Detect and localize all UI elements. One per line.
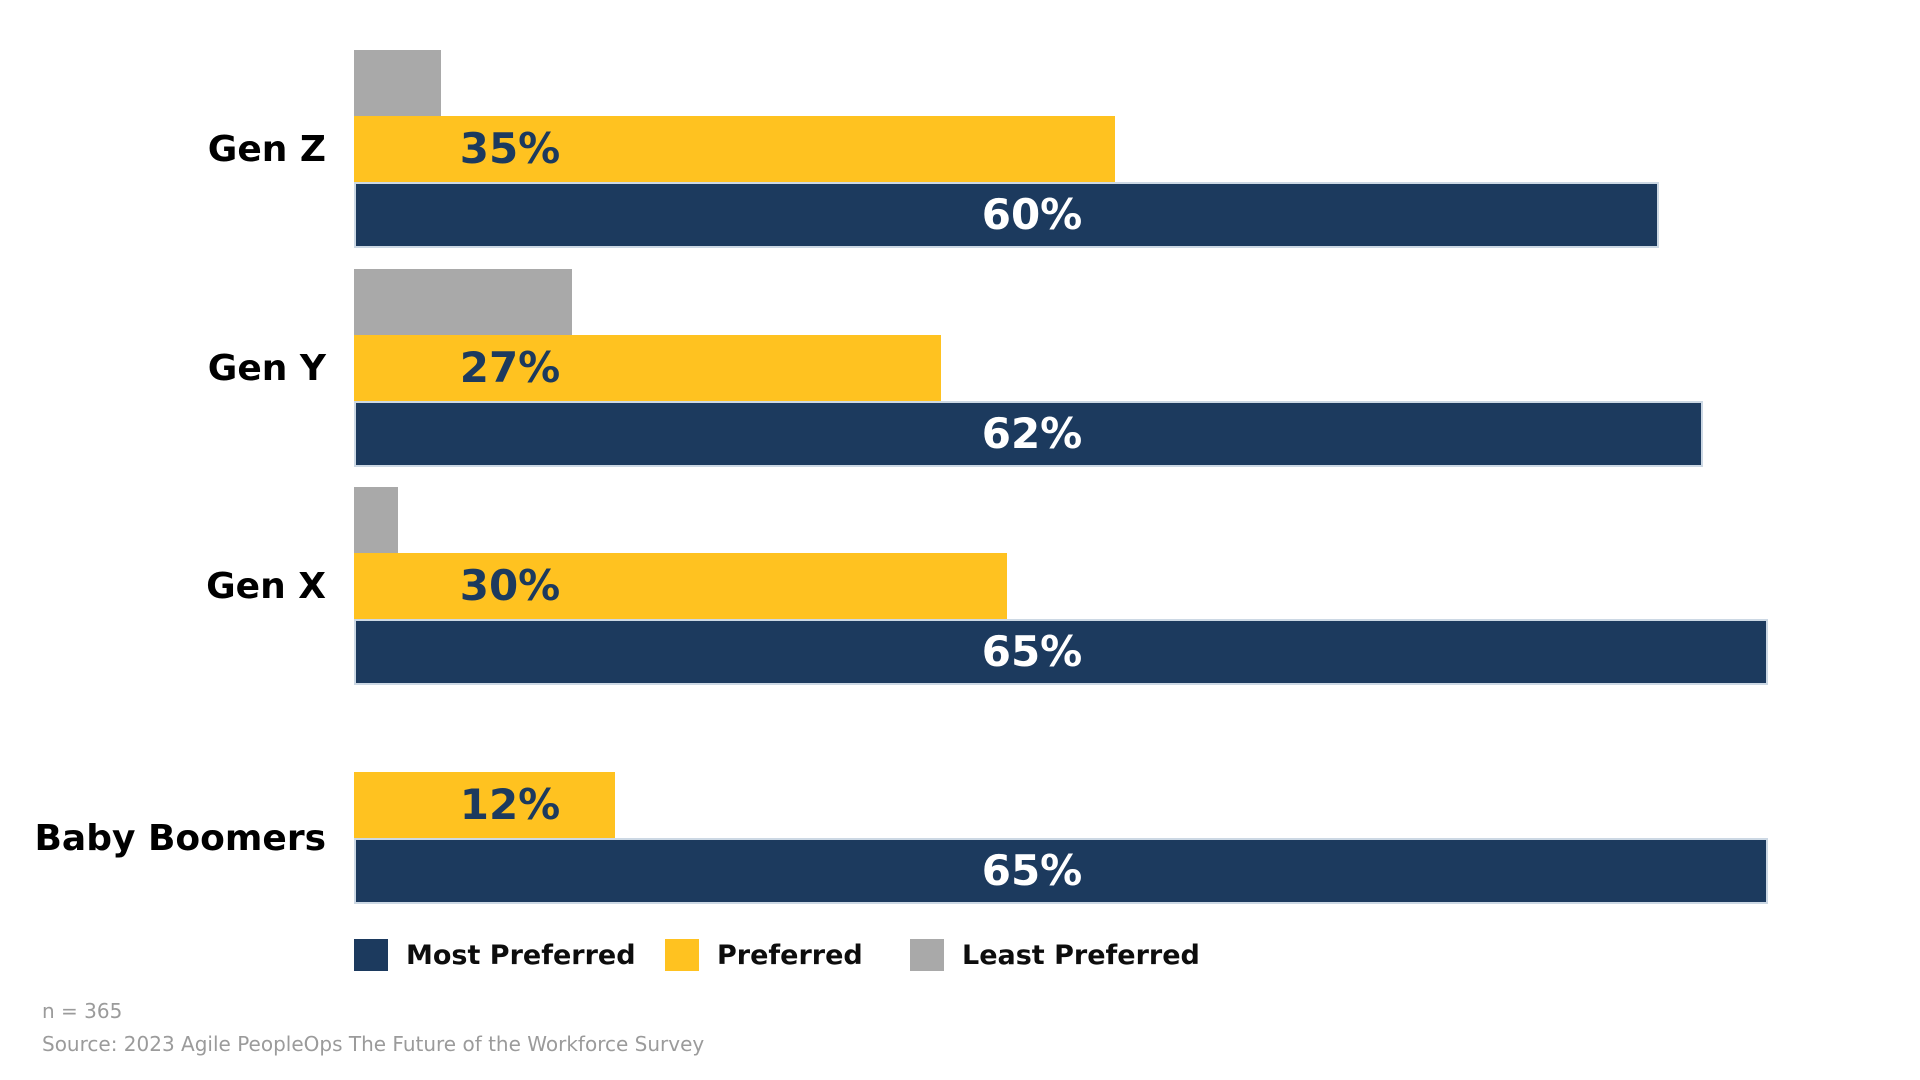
footnotes: n = 365 Source: 2023 Agile PeopleOps The… bbox=[42, 995, 704, 1061]
legend-swatch bbox=[354, 939, 388, 971]
bar-least-preferred bbox=[354, 50, 441, 116]
category-label: Gen Y bbox=[207, 347, 326, 389]
category-label: Gen Z bbox=[207, 128, 326, 170]
category-label: Gen X bbox=[206, 565, 326, 607]
bar-preferred: 12% bbox=[354, 772, 615, 838]
bar-preferred: 35% bbox=[354, 116, 1116, 182]
footnote-sample-size: n = 365 bbox=[42, 999, 123, 1023]
bar-value-label: 30% bbox=[459, 561, 561, 610]
bar-most-preferred: 62% bbox=[354, 401, 1703, 467]
footnote-source: Source: 2023 Agile PeopleOps The Future … bbox=[42, 1032, 705, 1056]
bar-least-preferred bbox=[354, 487, 398, 553]
bar-group: 35% 60% Gen Z bbox=[0, 50, 1920, 248]
bar-value-label: 27% bbox=[459, 343, 561, 392]
legend: Most Preferred Preferred Least Preferred bbox=[0, 938, 1920, 972]
bar-value-label: 12% bbox=[459, 780, 561, 829]
bar-preferred: 30% bbox=[354, 553, 1007, 619]
legend-swatch bbox=[910, 939, 944, 971]
legend-label: Preferred bbox=[717, 939, 863, 971]
legend-label: Least Preferred bbox=[962, 939, 1200, 971]
bar-value-label: 65% bbox=[981, 846, 1083, 895]
bar-group: 27% 62% Gen Y bbox=[0, 269, 1920, 467]
category-label: Baby Boomers bbox=[34, 817, 326, 859]
bar-most-preferred: 65% bbox=[354, 619, 1768, 685]
bar-most-preferred: 60% bbox=[354, 182, 1659, 248]
legend-swatch bbox=[665, 939, 699, 971]
bar-value-label: 65% bbox=[981, 627, 1083, 676]
bar-group: 12% 65% Baby Boomers bbox=[0, 706, 1920, 904]
legend-item: Least Preferred bbox=[910, 938, 1200, 972]
bar-least-preferred bbox=[354, 269, 572, 335]
legend-item: Most Preferred bbox=[354, 938, 636, 972]
legend-item: Preferred bbox=[665, 938, 863, 972]
bar-value-label: 60% bbox=[981, 190, 1083, 239]
bar-value-label: 62% bbox=[981, 409, 1083, 458]
bar-group: 30% 65% Gen X bbox=[0, 487, 1920, 685]
bar-preferred: 27% bbox=[354, 335, 942, 401]
bar-value-label: 35% bbox=[459, 124, 561, 173]
bar-most-preferred: 65% bbox=[354, 838, 1768, 904]
legend-label: Most Preferred bbox=[406, 939, 636, 971]
